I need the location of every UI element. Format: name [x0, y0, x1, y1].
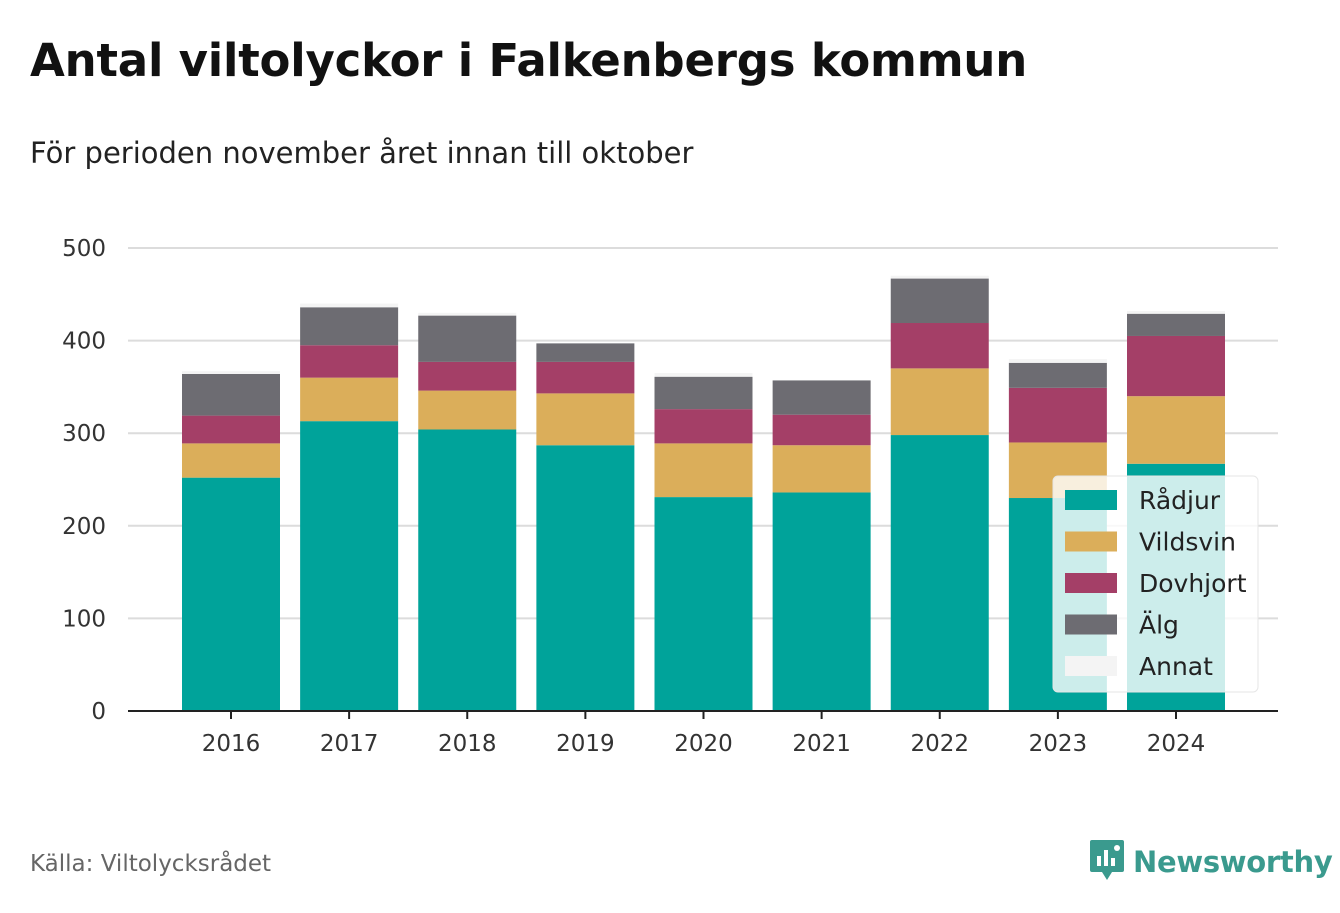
bar-segment — [418, 315, 517, 362]
bar-segment — [654, 443, 753, 498]
bar-segment — [1127, 335, 1225, 397]
bar-segment — [654, 497, 753, 711]
legend-swatch — [1065, 490, 1117, 510]
bar-segment — [300, 307, 399, 346]
bar-segment — [654, 409, 753, 444]
legend-swatch — [1065, 656, 1117, 676]
bar-segment — [890, 278, 989, 324]
bar-segment — [182, 373, 280, 416]
bar-segment — [182, 415, 280, 444]
legend-label: Dovhjort — [1139, 569, 1247, 598]
bar-segment — [772, 380, 871, 415]
bar-segment — [890, 275, 989, 279]
legend-label: Älg — [1139, 611, 1179, 640]
bar-segment — [536, 445, 635, 711]
bar-segment — [418, 361, 517, 391]
bar-segment — [1127, 310, 1225, 314]
bar-segment — [300, 421, 399, 711]
legend-swatch — [1065, 573, 1117, 593]
x-tick-label: 2021 — [792, 731, 851, 757]
bar-segment — [1008, 359, 1107, 363]
chart-title: Antal viltolyckor i Falkenbergs kommun — [30, 34, 1028, 87]
legend-swatch — [1065, 614, 1117, 635]
y-tick-label: 300 — [62, 421, 106, 447]
y-tick-label: 0 — [91, 699, 106, 725]
newsworthy-logo-icon — [1089, 838, 1125, 886]
y-tick-label: 100 — [62, 606, 106, 632]
bar-segment — [654, 373, 753, 377]
x-tick-label: 2022 — [910, 731, 969, 757]
bar-segment — [418, 312, 517, 316]
x-tick-label: 2016 — [202, 731, 261, 757]
bar-segment — [1008, 362, 1107, 388]
bar-segment — [536, 393, 635, 446]
chart-subtitle: För perioden november året innan till ok… — [30, 136, 694, 170]
x-tick-label: 2018 — [438, 731, 497, 757]
bar-segment — [300, 377, 399, 422]
legend: Rådjur Vildsvin Dovhjort Älg Annat — [1052, 475, 1259, 693]
x-tick-label: 2017 — [320, 731, 379, 757]
legend-box — [1052, 475, 1259, 693]
bar-segment — [890, 435, 989, 711]
bar-segment — [772, 414, 871, 446]
bar-segment — [890, 323, 989, 369]
bar-segment — [182, 371, 280, 374]
source-note: Källa: Viltolycksrådet — [30, 851, 272, 877]
bar-segment — [182, 477, 280, 711]
bar-segment — [1127, 396, 1225, 464]
bar-segment — [654, 376, 753, 410]
bar-segment — [182, 443, 280, 478]
bar-segment — [418, 390, 517, 430]
bar-segment — [1008, 387, 1107, 443]
x-tick-label: 2020 — [674, 731, 733, 757]
legend-label: Rådjur — [1139, 486, 1221, 515]
bar-segment — [536, 361, 635, 394]
bar-segment — [300, 303, 399, 308]
x-axis-ticks: 2016 2017 2018 2019 2020 2021 2022 2023 2024 — [202, 711, 1206, 757]
bar-segment — [772, 445, 871, 493]
y-tick-label: 400 — [62, 329, 106, 355]
y-tick-label: 200 — [62, 514, 106, 540]
x-tick-label: 2019 — [556, 731, 615, 757]
brand: Newsworthy — [1089, 838, 1333, 886]
bar-segment — [1127, 313, 1225, 336]
legend-label: Annat — [1139, 652, 1213, 681]
bars — [182, 275, 1225, 711]
y-tick-label: 500 — [62, 236, 106, 262]
x-tick-label: 2023 — [1029, 731, 1088, 757]
bar-segment — [890, 368, 989, 436]
bar-segment — [418, 429, 517, 711]
legend-label: Vildsvin — [1139, 528, 1236, 557]
brand-name: Newsworthy — [1133, 845, 1333, 879]
bar-segment — [772, 492, 871, 711]
x-tick-label: 2024 — [1147, 731, 1206, 757]
bar-segment — [300, 345, 399, 378]
y-axis-ticks: 0 100 200 300 400 500 — [62, 236, 106, 725]
bar-segment — [536, 343, 635, 362]
legend-swatch — [1065, 531, 1117, 552]
